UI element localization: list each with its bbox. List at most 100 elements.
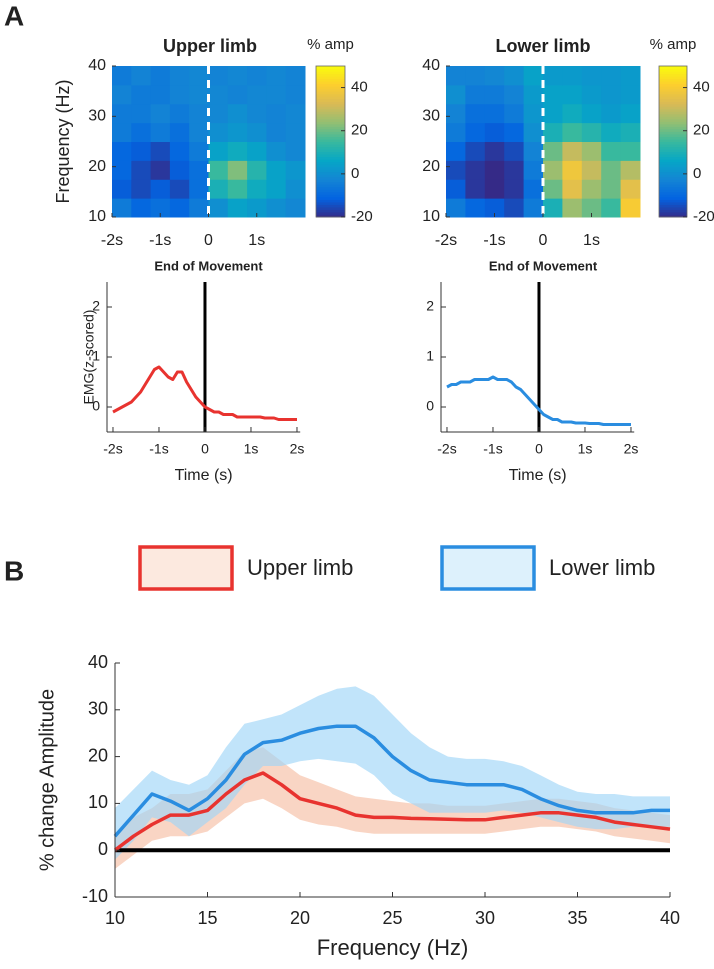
colorbar-segment	[316, 214, 345, 218]
colorbar-segment	[316, 66, 345, 70]
colorbar-segment	[316, 126, 345, 130]
heatmap-cell	[208, 66, 229, 86]
colorbar-tick-label: 40	[351, 79, 368, 96]
heatmap-cell	[484, 160, 505, 180]
x-tick-label: 20	[290, 908, 310, 928]
colorbar-segment	[316, 98, 345, 102]
x-tick-label: 2s	[290, 441, 305, 457]
colorbar-segment	[316, 133, 345, 137]
colorbar-segment	[316, 174, 345, 178]
confidence-band	[115, 686, 670, 860]
colorbar-segment	[659, 68, 687, 72]
colorbar-segment	[316, 136, 345, 140]
colorbar-segment	[659, 106, 687, 110]
x-tick-label: 0	[204, 232, 213, 249]
heatmap-cell	[227, 198, 248, 218]
heatmap-cell	[266, 103, 287, 124]
y-axis-label: Frequency (Hz)	[53, 79, 73, 203]
heatmap-cell	[523, 160, 544, 180]
x-tick-label: -2s	[101, 232, 123, 249]
colorbar-segment	[659, 204, 687, 208]
colorbar-segment	[316, 171, 345, 175]
colorbar-segment	[659, 184, 687, 188]
colorbar-segment	[316, 101, 345, 105]
heatmap-cell	[189, 66, 209, 86]
chart-title: Lower limb	[495, 36, 590, 56]
heatmap-cell	[247, 84, 267, 105]
heatmap-cell	[169, 141, 190, 161]
heatmap-cell	[227, 84, 248, 105]
colorbar-label: % amp	[650, 36, 697, 53]
heatmap-cell	[285, 103, 306, 124]
colorbar-segment	[659, 103, 687, 107]
colorbar-segment	[316, 201, 345, 205]
heatmap-cell	[227, 179, 248, 199]
colorbar-segment	[659, 121, 687, 125]
heatmap-cell	[562, 160, 583, 180]
colorbar-segment	[316, 169, 345, 173]
colorbar-segment	[659, 171, 687, 175]
colorbar-segment	[659, 144, 687, 148]
heatmap-cell	[285, 198, 306, 218]
y-axis-label: % change Amplitude	[36, 689, 58, 871]
colorbar-segment	[316, 96, 345, 100]
heatmap-cell	[112, 122, 132, 142]
colorbar-segment	[659, 93, 687, 97]
colorbar-segment	[659, 166, 687, 170]
x-tick-label: -1s	[149, 232, 171, 249]
x-tick-label: 1s	[244, 441, 259, 457]
heatmap-cell	[150, 66, 171, 86]
colorbar-segment	[659, 138, 687, 142]
heatmap-cell	[562, 84, 583, 105]
heatmap-cell	[523, 66, 544, 86]
heatmap-cell	[169, 103, 190, 124]
heatmap-cell	[227, 66, 248, 86]
y-tick-label: 0	[92, 398, 100, 414]
heatmap-cell	[484, 141, 505, 161]
colorbar-segment	[659, 113, 687, 117]
colorbar-tick-label: 20	[693, 122, 710, 139]
heatmap-cell	[131, 103, 152, 124]
heatmap-cell	[169, 179, 190, 199]
x-tick-label: 40	[660, 908, 680, 928]
colorbar-segment	[316, 73, 345, 77]
colorbar-segment	[659, 189, 687, 193]
colorbar-segment	[316, 146, 345, 150]
colorbar-segment	[316, 86, 345, 90]
heatmap-cell	[620, 122, 641, 142]
y-tick-label: 2	[426, 298, 434, 314]
heatmap-cell	[227, 103, 248, 124]
heatmap-cell	[247, 160, 267, 180]
heatmap-cell	[266, 66, 287, 86]
heatmap-cell	[543, 160, 563, 180]
heatmap-cell	[208, 160, 229, 180]
panel-label: A	[4, 0, 24, 31]
heatmap-cell	[581, 66, 602, 86]
heatmap-cell	[446, 66, 466, 86]
heatmap-cell	[150, 198, 171, 218]
colorbar-segment	[659, 196, 687, 200]
heatmap-cell	[601, 103, 622, 124]
heatmap-cell	[601, 66, 622, 86]
y-tick-label: 0	[98, 839, 108, 859]
y-tick-label: 30	[422, 108, 440, 125]
colorbar-segment	[659, 191, 687, 195]
heatmap-cell	[189, 141, 209, 161]
colorbar-segment	[316, 161, 345, 165]
heatmap-cell	[543, 179, 563, 199]
heatmap-cell	[504, 198, 525, 218]
x-tick-label: 30	[475, 908, 495, 928]
colorbar-segment	[659, 164, 687, 168]
x-tick-label: 1s	[583, 232, 600, 249]
heatmap-cell	[112, 84, 132, 105]
colorbar-segment	[659, 123, 687, 127]
colorbar-segment	[659, 176, 687, 180]
heatmap-cell	[150, 160, 171, 180]
heatmap-cell	[208, 179, 229, 199]
heatmap-cell	[484, 66, 505, 86]
legend-swatch	[440, 545, 536, 591]
colorbar-segment	[316, 206, 345, 210]
colorbar-segment	[316, 113, 345, 117]
heatmap-cell	[247, 66, 267, 86]
